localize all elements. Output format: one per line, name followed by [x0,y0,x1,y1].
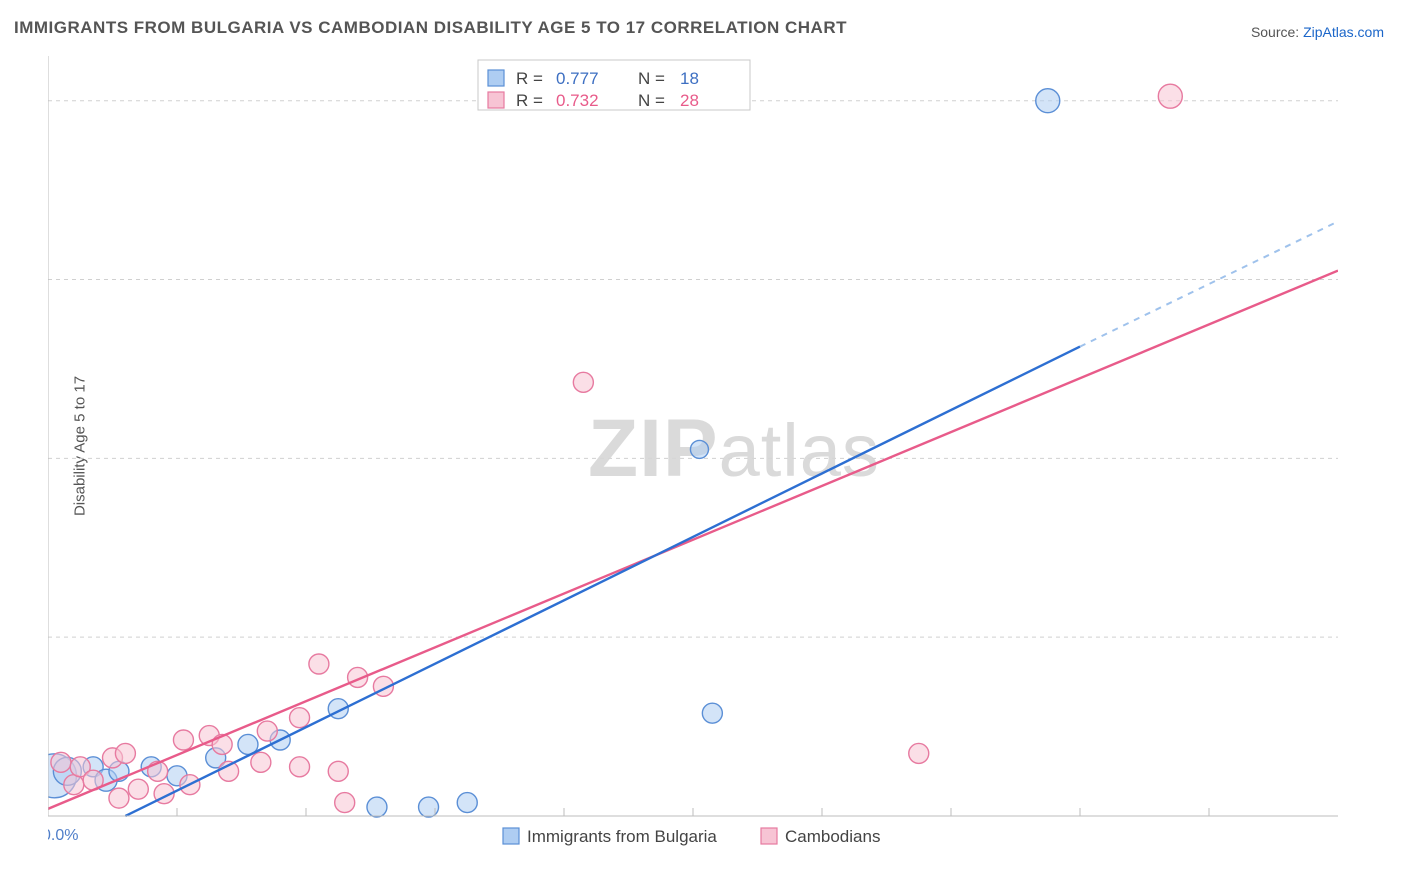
legend-top: R = 0.777 N = 18 R = 0.732 N = 28 [478,60,750,110]
chart-container: IMMIGRANTS FROM BULGARIA VS CAMBODIAN DI… [0,0,1406,892]
data-point [51,752,71,772]
trend-lines [48,221,1338,816]
data-point [309,654,329,674]
trend-line-blue-dash [1080,221,1338,346]
data-point [64,775,84,795]
legend-r-value: 0.777 [556,69,599,88]
watermark-rest: atlas [719,409,880,492]
data-point [419,797,439,817]
legend-n-label: N = [638,91,665,110]
legend-swatch [503,828,519,844]
data-point [109,788,129,808]
legend-r-label: R = [516,91,543,110]
plot-area: ZIPatlas 20.0%40.0%60.0%80.0%0.0%10.0% R… [48,56,1338,848]
data-point [128,779,148,799]
gridlines [48,101,1338,637]
legend-n-value: 18 [680,69,699,88]
plot-svg: ZIPatlas 20.0%40.0%60.0%80.0%0.0%10.0% R… [48,56,1338,848]
legend-swatch [488,92,504,108]
data-point [367,797,387,817]
legend-swatch [488,70,504,86]
data-point [251,752,271,772]
x-tick-label: 0.0% [48,827,78,844]
data-point [173,730,193,750]
data-point [257,721,277,741]
legend-n-value: 28 [680,91,699,110]
legend-swatch [761,828,777,844]
data-point [702,703,722,723]
chart-title: IMMIGRANTS FROM BULGARIA VS CAMBODIAN DI… [14,18,847,38]
legend-r-value: 0.732 [556,91,599,110]
data-point [457,793,477,813]
legend-bottom-label: Immigrants from Bulgaria [527,827,717,846]
scatter-points [48,84,1182,817]
chart-source: Source: ZipAtlas.com [1251,24,1384,40]
trend-line-pink [48,271,1338,809]
data-point [335,793,355,813]
source-link[interactable]: ZipAtlas.com [1303,24,1384,40]
source-label: Source: [1251,24,1303,40]
data-point [1158,84,1182,108]
legend-n-label: N = [638,69,665,88]
data-point [328,761,348,781]
data-point [909,743,929,763]
data-point [1036,89,1060,113]
data-point [573,372,593,392]
data-point [290,708,310,728]
data-point [115,743,135,763]
trend-line-blue [125,347,1080,816]
data-point [290,757,310,777]
legend-bottom-label: Cambodians [785,827,880,846]
legend-r-label: R = [516,69,543,88]
legend-bottom: Immigrants from Bulgaria Cambodians [503,827,880,846]
data-point [690,440,708,458]
